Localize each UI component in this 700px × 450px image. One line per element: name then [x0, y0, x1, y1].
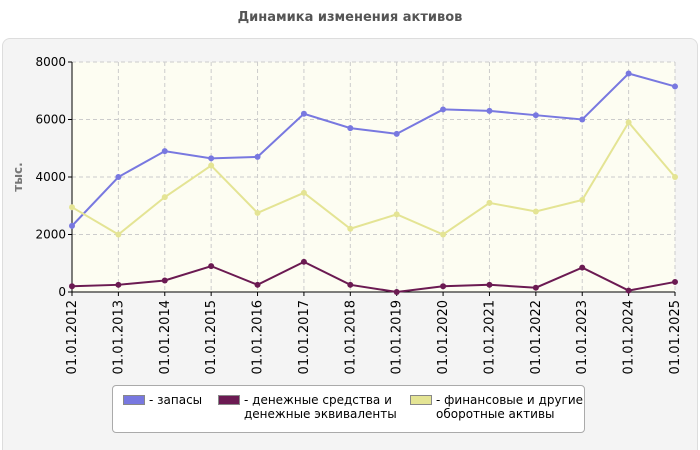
data-point [254, 153, 261, 160]
data-point [208, 155, 215, 162]
y-axis-label: тыс. [11, 162, 25, 191]
data-point [347, 281, 354, 288]
data-point [579, 197, 586, 203]
data-point [300, 258, 307, 265]
data-point [579, 116, 586, 123]
x-tick-label: 01.01.2019 [390, 300, 405, 374]
legend-label: - денежные средства и денежные эквивален… [244, 393, 397, 421]
data-point [486, 199, 493, 206]
x-tick-label: 01.01.2017 [297, 300, 312, 374]
legend-entry: - финансовые и другие оборотные активы [410, 393, 596, 421]
legend-label: - финансовые и другие оборотные активы [436, 393, 584, 421]
x-tick-label: 01.01.2015 [204, 300, 219, 374]
data-point [672, 83, 678, 90]
y-tick-label: 0 [58, 285, 66, 299]
data-point [579, 264, 586, 271]
series-line [71, 260, 676, 294]
x-tick-label: 01.01.2014 [158, 300, 173, 374]
y-tick-label: 2000 [35, 228, 66, 242]
data-point [672, 278, 678, 285]
data-point [208, 263, 215, 270]
data-point [486, 281, 493, 288]
data-point [440, 283, 447, 290]
x-tick-label: 01.01.2022 [529, 300, 544, 374]
data-point [69, 222, 75, 229]
legend-swatch [123, 395, 145, 405]
data-point [532, 284, 539, 291]
data-point [393, 289, 400, 295]
x-tick-label: 01.01.2016 [251, 300, 266, 374]
data-point [625, 70, 632, 77]
x-tick-label: 01.01.2023 [575, 300, 590, 374]
x-tick-label: 01.01.2021 [482, 300, 497, 374]
data-point [69, 283, 75, 290]
data-point [532, 208, 539, 215]
y-tick-label: 8000 [35, 55, 66, 69]
x-tick-label: 01.01.2018 [343, 300, 358, 374]
x-tick-label: 01.01.2013 [111, 300, 126, 374]
chart-title: Динамика изменения активов [238, 10, 463, 25]
data-point [300, 189, 307, 196]
data-point [625, 287, 632, 294]
series-line [71, 72, 676, 227]
data-point [161, 194, 168, 201]
data-point [393, 211, 400, 218]
data-point [625, 119, 632, 126]
series-line [71, 120, 676, 236]
data-point [393, 130, 400, 137]
data-point [440, 106, 447, 113]
legend-label: - запасы [149, 393, 203, 407]
data-point [115, 231, 122, 238]
legend-entry: - денежные средства и денежные эквивален… [218, 393, 424, 421]
data-point [115, 281, 122, 288]
data-point [300, 110, 307, 117]
y-tick-label: 4000 [35, 170, 66, 184]
legend-swatch [410, 395, 432, 405]
x-tick-label: 01.01.2024 [622, 300, 637, 374]
data-point [486, 107, 493, 114]
x-tick-label: 01.01.2012 [65, 300, 80, 374]
data-point [161, 277, 168, 284]
data-point [672, 174, 678, 180]
legend-entry: - запасы [123, 393, 219, 407]
y-tick-label: 6000 [35, 113, 66, 127]
data-point [69, 204, 75, 211]
data-point [532, 112, 539, 119]
data-point [440, 231, 447, 238]
data-point [347, 225, 354, 232]
legend-swatch [218, 395, 240, 405]
x-tick-label: 01.01.2020 [436, 300, 451, 374]
data-point [254, 281, 261, 288]
data-point [161, 148, 168, 155]
legend: - запасы - денежные средства и денежные э… [112, 385, 585, 433]
data-point [347, 125, 354, 132]
data-point [254, 209, 261, 216]
data-point [115, 174, 122, 180]
data-point [208, 162, 215, 169]
x-tick-label: 01.01.2025 [668, 300, 683, 374]
